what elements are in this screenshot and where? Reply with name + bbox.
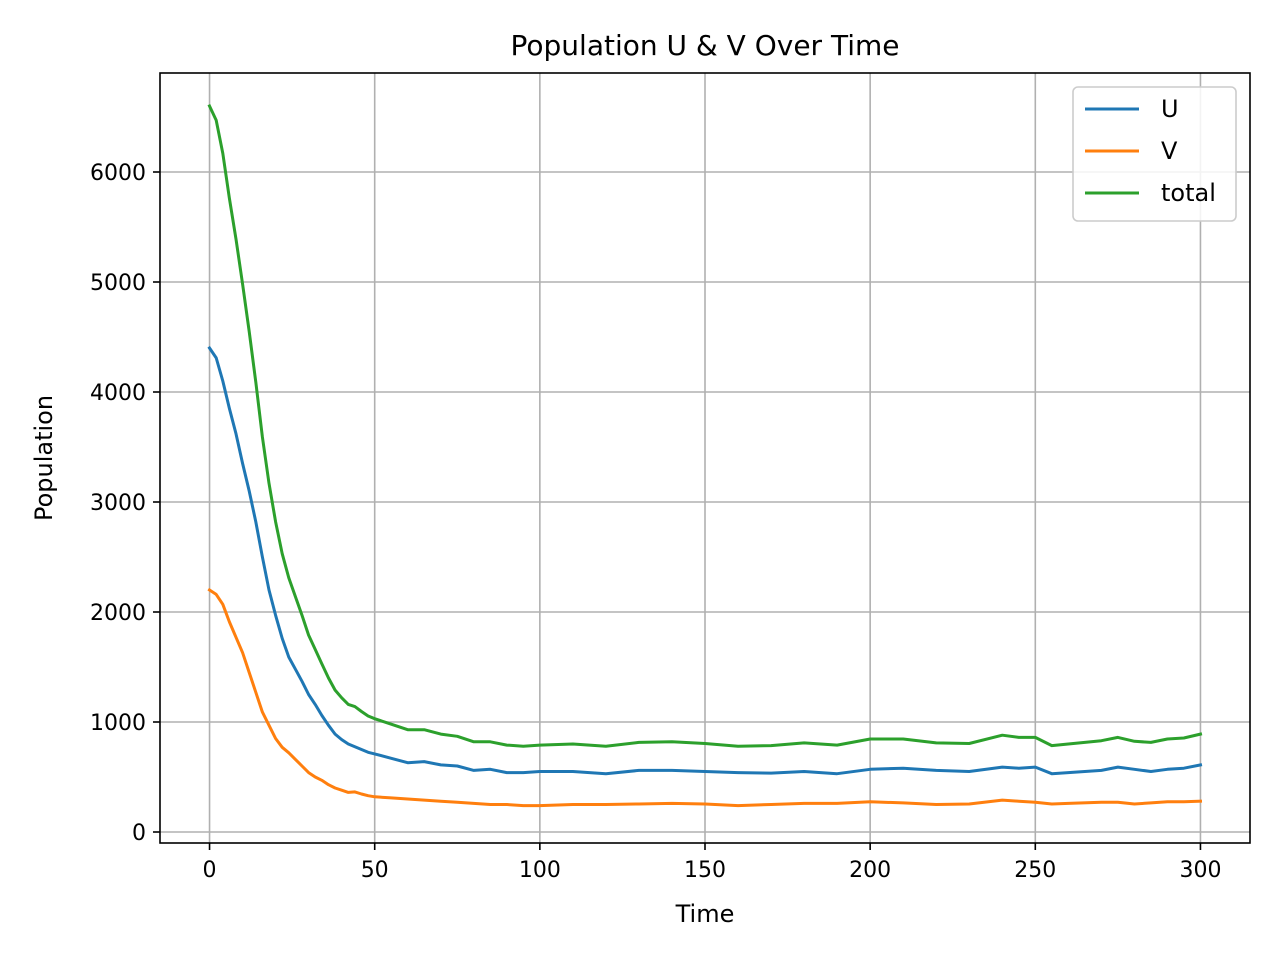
- y-axis-label: Population: [30, 395, 58, 521]
- y-tick-label: 0: [132, 821, 146, 846]
- series-lines: [207, 104, 1203, 808]
- x-tick-label: 300: [1179, 858, 1221, 883]
- x-tick-label: 250: [1014, 858, 1056, 883]
- y-tick-label: 5000: [90, 271, 146, 296]
- series-line-u: [207, 345, 1203, 776]
- legend-label-u: U: [1161, 95, 1179, 123]
- grid: [160, 73, 1250, 843]
- x-tick-label: 0: [203, 858, 217, 883]
- x-tick-label: 100: [519, 858, 561, 883]
- x-tick-label: 150: [684, 858, 726, 883]
- legend-box: [1072, 86, 1237, 222]
- y-tick-label: 6000: [90, 161, 146, 186]
- y-tick-label: 2000: [90, 601, 146, 626]
- series-line-total: [207, 104, 1203, 748]
- y-tick-label: 3000: [90, 491, 146, 516]
- x-axis-ticks: 0 50 100 150 200 250 300: [203, 843, 1221, 883]
- x-tick-label: 50: [361, 858, 389, 883]
- x-tick-label: 200: [849, 858, 891, 883]
- x-axis-label: Time: [675, 900, 735, 928]
- legend-label-total: total: [1161, 179, 1216, 207]
- y-tick-label: 4000: [90, 381, 146, 406]
- chart-title: Population U & V Over Time: [511, 29, 900, 62]
- series-line-v: [207, 587, 1203, 808]
- legend-label-v: V: [1161, 137, 1178, 165]
- y-tick-label: 1000: [90, 711, 146, 736]
- y-axis-ticks: 0 1000 2000 3000 4000 5000 6000: [90, 161, 160, 846]
